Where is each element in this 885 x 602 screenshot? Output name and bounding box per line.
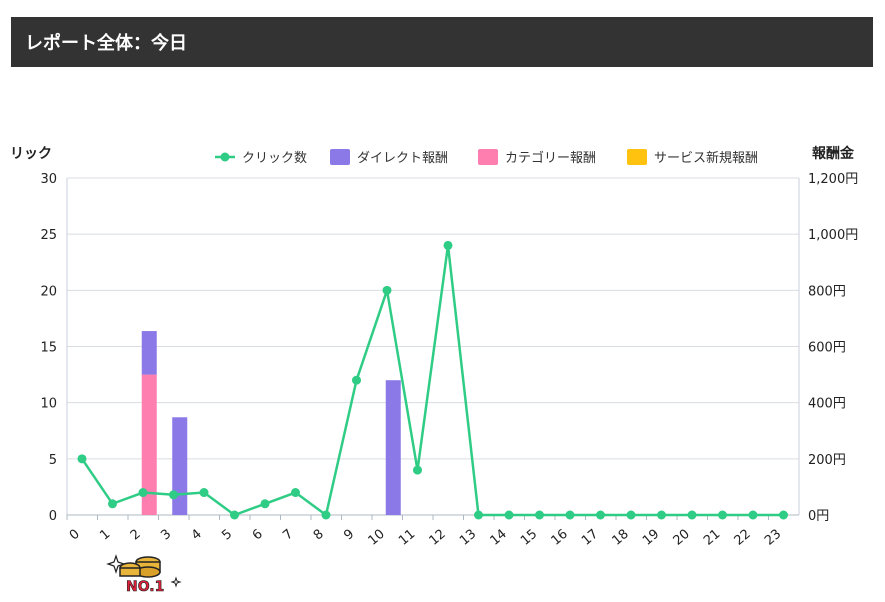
page-title: レポート全体：今日	[25, 33, 187, 54]
bars	[141, 331, 401, 515]
x-tick-label: 3	[158, 527, 174, 544]
x-tick-label: 17	[579, 527, 601, 549]
click-point	[199, 488, 209, 498]
left-tick-label: 5	[49, 453, 57, 468]
x-tick-label: 18	[610, 527, 632, 549]
legend-swatch	[627, 149, 647, 165]
click-point	[687, 510, 697, 520]
right-tick-label: 0円	[808, 509, 829, 524]
x-tick-label: 9	[341, 527, 357, 544]
x-tick-label: 0	[67, 527, 83, 544]
x-tick-label: 8	[311, 527, 327, 544]
x-tick-label: 14	[488, 527, 510, 549]
legend-swatch	[330, 149, 350, 165]
click-point	[596, 510, 605, 520]
left-tick-label: 10	[40, 397, 57, 412]
click-point	[260, 499, 270, 509]
x-tick-label: 7	[280, 527, 296, 544]
click-point	[108, 499, 117, 509]
coins-icon	[119, 556, 161, 578]
click-point	[230, 510, 239, 520]
x-tick-label: 22	[732, 527, 754, 549]
x-tick-label: 11	[396, 527, 418, 549]
x-tick-label: 21	[701, 527, 723, 549]
x-tick-label: 23	[762, 527, 784, 549]
click-point	[77, 454, 87, 464]
legend-label[interactable]: クリック数	[242, 151, 307, 166]
x-tick-label: 1	[97, 527, 113, 544]
x-tick-label: 15	[518, 527, 540, 549]
click-line	[77, 240, 788, 520]
right-tick-label: 400円	[808, 397, 846, 412]
x-tick-label: 19	[640, 527, 662, 549]
x-tick-label: 16	[549, 527, 571, 549]
x-tick-label: 13	[457, 527, 479, 549]
left-tick-label: 15	[40, 341, 57, 356]
x-tick-label: 6	[250, 527, 266, 544]
left-tick-label: 25	[40, 228, 57, 243]
badge-text: NO.1	[126, 579, 164, 594]
right-tick-label: 1,200円	[808, 172, 858, 187]
x-tick-label: 12	[427, 527, 449, 549]
click-point	[413, 465, 422, 475]
legend-label[interactable]: ダイレクト報酬	[357, 151, 448, 166]
x-tick-label: 4	[189, 527, 205, 544]
x-tick-label: 10	[366, 527, 388, 549]
bar-カテゴリー報酬	[141, 374, 157, 515]
bar-ダイレクト報酬	[385, 380, 401, 515]
x-tick-label: 2	[128, 527, 144, 544]
legend: クリック数 ダイレクト報酬 カテゴリー報酬 サービス新規報酬	[215, 149, 758, 166]
click-point	[718, 510, 727, 520]
legend-swatch-point	[220, 152, 230, 162]
click-point	[291, 488, 300, 498]
click-series-line	[80, 245, 784, 518]
click-point	[352, 375, 361, 385]
right-axis-title: 報酬金	[812, 145, 855, 162]
click-point	[382, 285, 392, 295]
left-tick-label: 20	[40, 284, 57, 299]
left-tick-label: 0	[49, 509, 57, 524]
click-point	[474, 510, 483, 520]
click-point	[657, 510, 666, 520]
click-point	[169, 490, 178, 500]
click-point	[535, 510, 544, 520]
click-point	[626, 510, 636, 520]
left-axis-title: リック	[10, 146, 52, 162]
click-point	[748, 510, 758, 520]
legend-swatch	[478, 149, 498, 165]
legend-label[interactable]: サービス新規報酬	[654, 150, 758, 166]
click-point	[779, 510, 788, 520]
left-tick-label: 30	[40, 172, 57, 187]
click-point	[504, 510, 514, 520]
right-tick-label: 200円	[808, 453, 846, 468]
bar-ダイレクト報酬	[172, 417, 188, 515]
click-point	[565, 510, 575, 520]
right-tick-label: 1,000円	[808, 228, 858, 243]
report-header: レポート全体：今日	[11, 17, 873, 67]
sparkle-icon	[106, 554, 182, 588]
right-tick-label: 800円	[808, 284, 846, 299]
tick-labels: 0510152025300円200円400円600円800円1,000円1,20…	[40, 172, 858, 549]
right-tick-label: 600円	[808, 341, 846, 356]
click-point	[138, 488, 148, 498]
click-point	[321, 510, 331, 520]
click-point	[443, 240, 453, 250]
x-tick-label: 5	[219, 527, 235, 544]
bar-ダイレクト報酬	[141, 331, 157, 375]
legend-label[interactable]: カテゴリー報酬	[505, 150, 596, 166]
no1-badge: NO.1	[106, 554, 182, 594]
x-tick-label: 20	[671, 527, 693, 549]
